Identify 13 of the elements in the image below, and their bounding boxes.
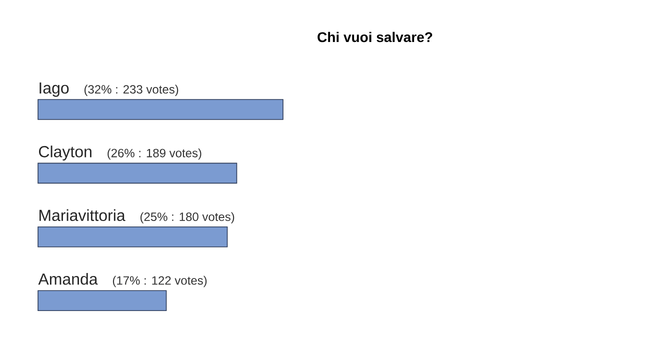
y-tick-label: Clayton (39, 146, 92, 161)
text: Chi vuoi salvare? (318, 32, 432, 42)
bar (38, 162, 238, 184)
bar (38, 99, 284, 120)
y-tick-label: Mariavittoria (40, 209, 126, 222)
data-label: (32% : 233 votes) (84, 84, 178, 96)
bar (38, 290, 167, 311)
data-label: (17% : 122 votes) (112, 276, 207, 288)
bar (38, 226, 228, 248)
data-label: (25% : 180 votes) (140, 212, 234, 224)
y-tick-label: Iago (40, 82, 69, 97)
y-tick-label: Amanda (38, 273, 98, 285)
data-label: (26% : 189 votes) (108, 148, 202, 160)
